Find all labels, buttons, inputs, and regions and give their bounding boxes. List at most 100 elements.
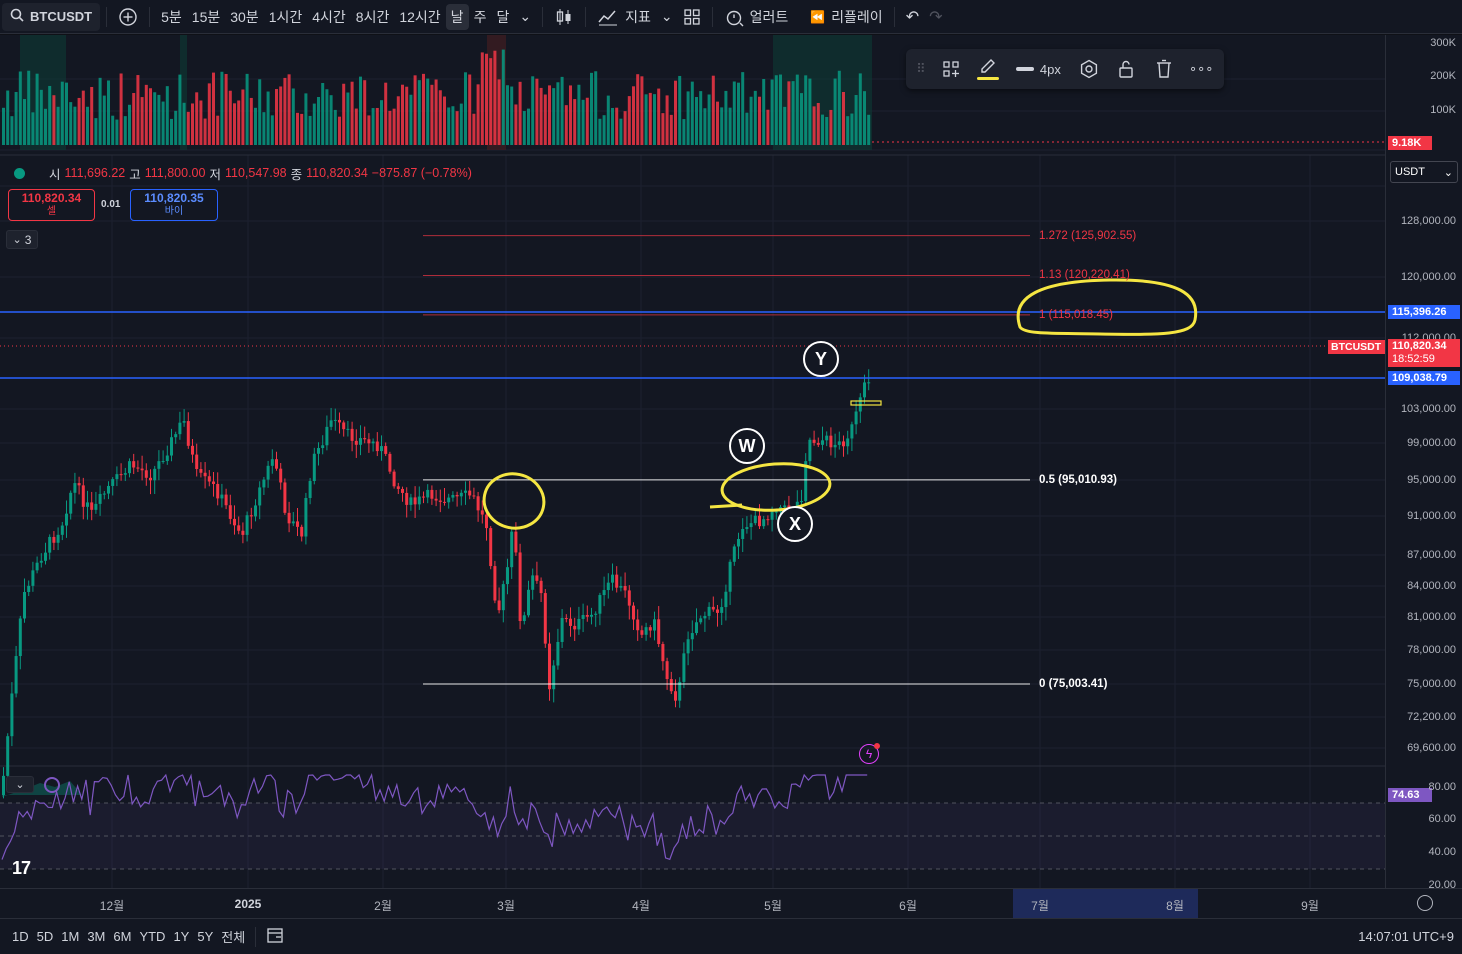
interval-7[interactable]: 날 [445,3,469,30]
fib-level-label[interactable]: 0 (75,003.41) [1039,677,1108,690]
volume-bar [854,95,858,145]
sell-button[interactable]: 110,820.34 셀 [8,189,95,221]
sell-label: 셀 [46,206,57,217]
interval-3[interactable]: 1시간 [268,8,303,25]
interval-5[interactable]: 8시간 [355,8,390,25]
range-6[interactable]: 1Y [173,929,190,944]
fib-level-label[interactable]: 0.5 (95,010.93) [1039,473,1118,486]
price-axis-label: 75,000.00 [1407,678,1456,690]
candle-body [233,518,236,526]
candle-body [611,574,614,583]
rsi-collapse-button[interactable]: ⌄ [6,776,34,793]
fib-level-label[interactable]: 1 (115,018.45) [1039,308,1113,321]
volume-bar [787,81,791,145]
wave-label-x[interactable]: X [777,506,813,542]
visibility-eye-icon[interactable] [14,167,25,179]
volume-bar [161,101,165,145]
candle-body [606,582,610,591]
interval-1[interactable]: 15분 [191,8,221,25]
candles-icon [556,8,571,25]
volume-bar [392,108,396,145]
range-0[interactable]: 1D [12,929,29,944]
price-axis[interactable]: 300K 200K 100K 9.18K USDT ⌄ 128,000.00 12… [1385,35,1462,891]
volume-bar [144,84,148,145]
undo-button[interactable]: ↶ [901,4,924,30]
interval-dropdown-button[interactable]: ⌄ [514,4,536,30]
volume-bar [653,94,656,145]
volume-bar [6,90,10,145]
annotation-circle-march [482,472,546,530]
high-key: 고 [129,167,141,182]
interval-6[interactable]: 12시간 [399,8,441,25]
buy-button[interactable]: 110,820.35 바이 [130,189,218,221]
candle-body [632,605,635,620]
candle-body [762,519,766,527]
interval-9[interactable]: 달 [496,8,510,25]
volume-bar [564,105,568,145]
range-4[interactable]: 6M [113,929,132,944]
candle-body [594,613,598,615]
rsi-indicator-icon[interactable] [44,777,60,793]
line-color-button[interactable] [971,54,1005,84]
symbol-search-button[interactable]: BTCUSDT [2,2,101,31]
candle-body [720,607,724,613]
interval-4[interactable]: 4시간 [312,8,346,25]
wave-label-y[interactable]: Y [803,341,839,377]
volume-bar [203,118,207,145]
tradingview-logo-icon[interactable]: 17 [12,858,31,878]
interval-2[interactable]: 30분 [230,8,259,25]
alert-button[interactable]: 얼러트 [719,4,794,30]
indicators-button[interactable]: 지표 [592,4,656,30]
volume-bar [132,93,136,145]
more-options-button[interactable]: ∘∘∘ [1184,54,1218,84]
volume-axis-label: 100K [1430,104,1456,116]
fib-level-label[interactable]: 1.272 (125,902.55) [1039,229,1137,242]
candle-body [388,453,392,472]
candle-body [392,471,396,487]
date-range-button[interactable] [262,926,288,947]
fib-level-label[interactable]: 1.13 (120,220.41) [1039,269,1130,282]
legend-collapse-button[interactable]: ⌄ 3 [6,230,38,249]
volume-bar [602,115,606,145]
settings-button[interactable] [1072,54,1106,84]
chart-type-button[interactable] [549,4,579,30]
lightning-event-icon[interactable]: ϟ [859,744,879,764]
time-axis[interactable]: 12월 2025 2월 3월 4월 5월 6월 7월 8월 9월 [0,888,1462,918]
delete-button[interactable] [1147,54,1181,84]
price-chart-canvas[interactable] [0,35,1385,888]
candle-body [514,531,518,553]
volume-bar [199,100,203,145]
line-width-button[interactable]: 4px [1009,54,1068,84]
interval-0[interactable]: 5분 [161,8,182,25]
range-5[interactable]: YTD [139,929,166,944]
replay-button[interactable]: ⏪ 리플레이 [805,4,887,30]
time-axis-settings-icon[interactable] [1417,895,1433,911]
range-7[interactable]: 5Y [197,929,214,944]
range-2[interactable]: 1M [61,929,80,944]
lock-button[interactable] [1109,54,1143,84]
compare-add-button[interactable] [113,4,143,30]
candle-body [707,606,711,616]
drag-handle-icon[interactable]: ⠿ [916,61,926,76]
range-3[interactable]: 3M [87,929,106,944]
candle-body [472,495,476,497]
upper-line-price-tag: 115,396.26 [1388,305,1460,319]
candle-body [732,546,736,562]
wave-label-w[interactable]: W [729,428,765,464]
clock[interactable]: 14:07:01 UTC+9 [1358,929,1454,944]
candle-body [854,411,858,425]
chart-pane[interactable] [0,35,1385,888]
currency-select[interactable]: USDT ⌄ [1390,161,1458,183]
volume-bar [174,110,178,145]
volume-bar [321,83,325,145]
candle-body [237,525,241,531]
candle-body [816,442,820,445]
interval-8[interactable]: 주 [473,8,487,25]
range-1[interactable]: 5D [36,929,54,944]
indicator-templates-dropdown[interactable]: ⌄ [656,4,678,30]
redo-button[interactable]: ↷ [924,4,947,30]
candle-body [690,633,694,640]
range-8[interactable]: 전체 [221,930,246,945]
templates-button[interactable] [934,54,968,84]
layouts-button[interactable] [678,4,706,30]
